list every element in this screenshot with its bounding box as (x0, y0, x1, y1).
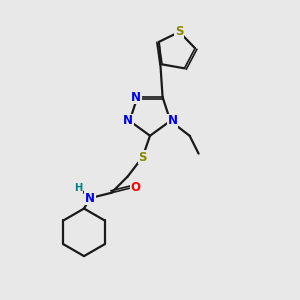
Text: N: N (85, 192, 95, 205)
Text: S: S (175, 26, 184, 38)
Text: N: N (131, 91, 141, 103)
Text: N: N (123, 114, 133, 128)
Text: H: H (74, 183, 83, 193)
Text: S: S (138, 151, 147, 164)
Text: N: N (168, 114, 178, 128)
Text: O: O (131, 181, 141, 194)
